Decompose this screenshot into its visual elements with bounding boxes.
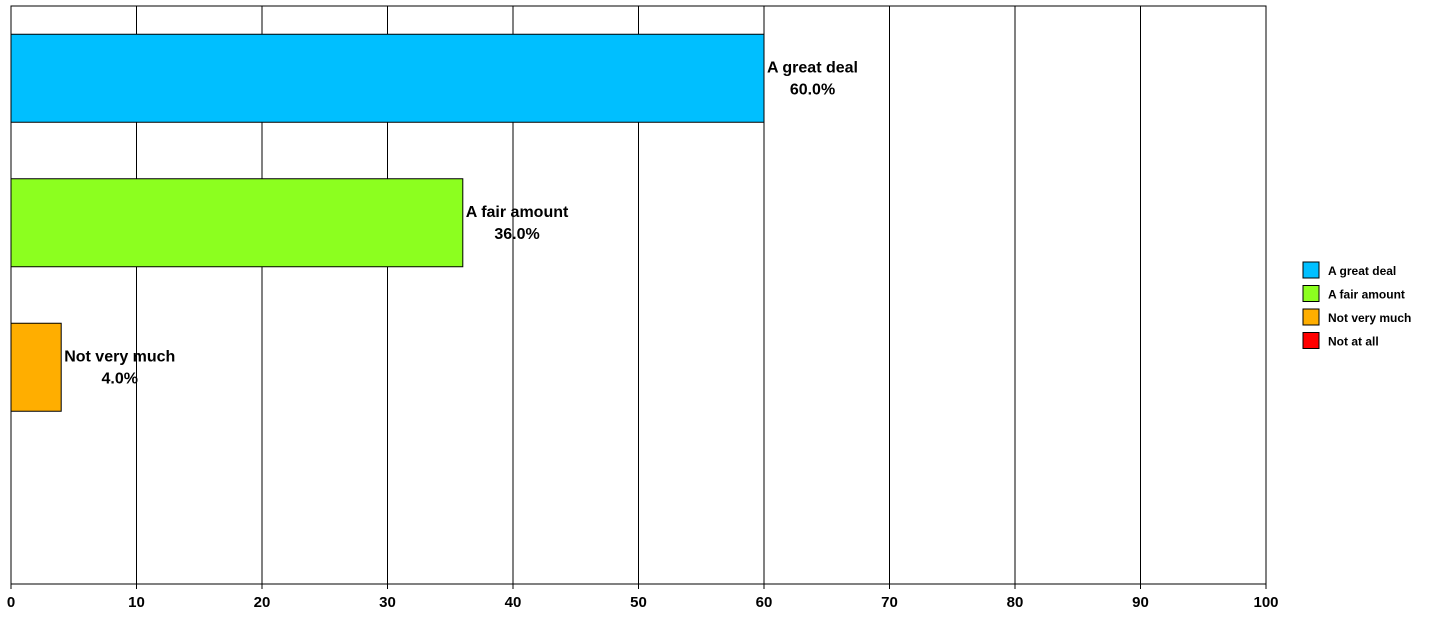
x-tick-label: 80 [1007, 594, 1024, 611]
data-label-value: 36.0% [494, 226, 539, 243]
x-tick-label: 60 [756, 594, 773, 611]
bars [10, 33, 765, 412]
data-label-value: 60.0% [790, 81, 835, 98]
bar [10, 322, 62, 412]
legend: A great deal A fair amount Not very much No… [1302, 261, 1411, 349]
x-tick-label: 30 [379, 594, 396, 611]
x-tick-label: 100 [1253, 594, 1278, 611]
legend-swatch [1302, 285, 1320, 302]
x-tick-label: 40 [505, 594, 522, 611]
data-label-category: Not very much [64, 348, 175, 365]
legend-label: Not very much [1328, 311, 1411, 325]
x-tick-label: 50 [630, 594, 647, 611]
x-tick-label: 20 [254, 594, 271, 611]
legend-swatch [1302, 261, 1320, 279]
x-tick-label: 0 [7, 594, 15, 611]
bar [10, 33, 765, 123]
legend-swatch [1302, 308, 1320, 326]
x-tick-label: 90 [1132, 594, 1149, 611]
legend-label: Not at all [1328, 335, 1379, 349]
data-labels: A great deal 60.0% A fair amount 36.0% Not v… [64, 59, 858, 387]
legend-label: A fair amount [1328, 288, 1405, 302]
data-label-category: A fair amount [466, 204, 569, 221]
bar [10, 178, 464, 268]
data-label-value: 4.0% [102, 370, 138, 387]
x-axis-ticks: 0 10 20 30 40 50 60 70 80 90 100 [7, 584, 1279, 611]
data-label-category: A great deal [767, 59, 858, 76]
x-tick-label: 10 [128, 594, 145, 611]
legend-label: A great deal [1328, 264, 1396, 278]
x-tick-label: 70 [881, 594, 898, 611]
legend-swatch [1302, 332, 1320, 349]
